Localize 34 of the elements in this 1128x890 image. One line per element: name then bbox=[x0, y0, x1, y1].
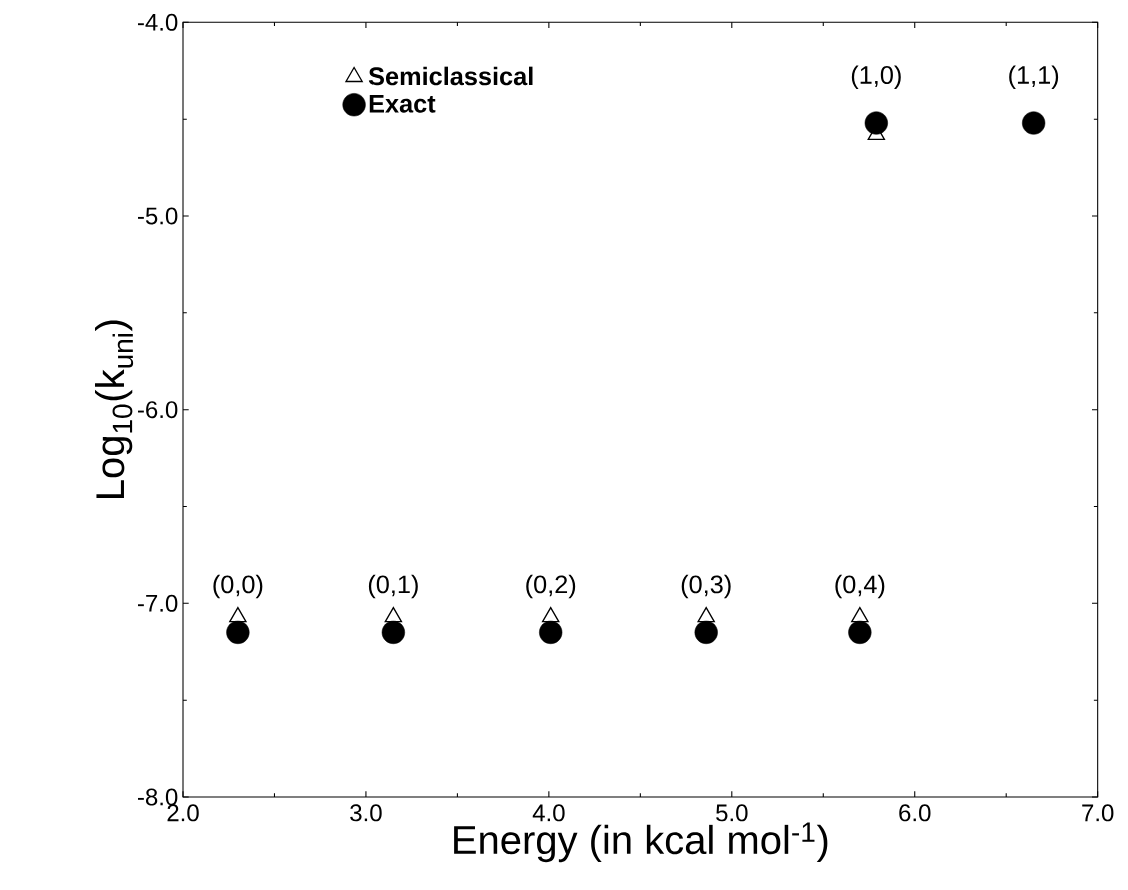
point bbox=[229, 606, 247, 623]
point bbox=[694, 620, 718, 644]
y-tick-label: -4.0 bbox=[138, 13, 178, 31]
legend-label: Semiclassical bbox=[368, 66, 533, 86]
x-tick-label: 3.0 bbox=[350, 804, 382, 822]
annotation: (0,4) bbox=[835, 574, 885, 599]
point bbox=[226, 620, 250, 644]
point bbox=[539, 620, 563, 644]
x-tick-label: 6.0 bbox=[899, 804, 931, 822]
annotation: (1,1) bbox=[1009, 65, 1059, 89]
annotation: (0,3) bbox=[681, 574, 731, 599]
y-tick-label: -8.0 bbox=[138, 788, 178, 806]
y-tick-label: -7.0 bbox=[138, 594, 178, 612]
annotation: (0,2) bbox=[526, 574, 576, 599]
y-axis-title: Log$_{10}$(k$_{uni}$) bbox=[95, 320, 134, 498]
point bbox=[381, 620, 405, 644]
x-tick-label: 2.0 bbox=[167, 804, 199, 822]
point bbox=[864, 111, 888, 135]
legend-label: Exact bbox=[369, 95, 436, 113]
point bbox=[384, 606, 403, 623]
annotation: (1,0) bbox=[851, 65, 901, 89]
annotation: (0,1) bbox=[368, 574, 418, 599]
x-tick-label: 7.0 bbox=[1082, 804, 1114, 822]
point bbox=[848, 620, 872, 644]
y-tick-label: -5.0 bbox=[138, 207, 178, 225]
x-tick-label: 4.0 bbox=[532, 804, 565, 822]
point bbox=[851, 606, 869, 623]
point bbox=[697, 606, 715, 623]
x-tick-label: 5.0 bbox=[716, 804, 748, 822]
x-axis-title: Energy (in kcal mol$^{-1}$) bbox=[454, 822, 828, 863]
annotation: (0,0) bbox=[213, 574, 263, 599]
y-tick-label: -6.0 bbox=[138, 401, 178, 419]
point bbox=[541, 606, 560, 623]
point bbox=[1022, 111, 1046, 135]
